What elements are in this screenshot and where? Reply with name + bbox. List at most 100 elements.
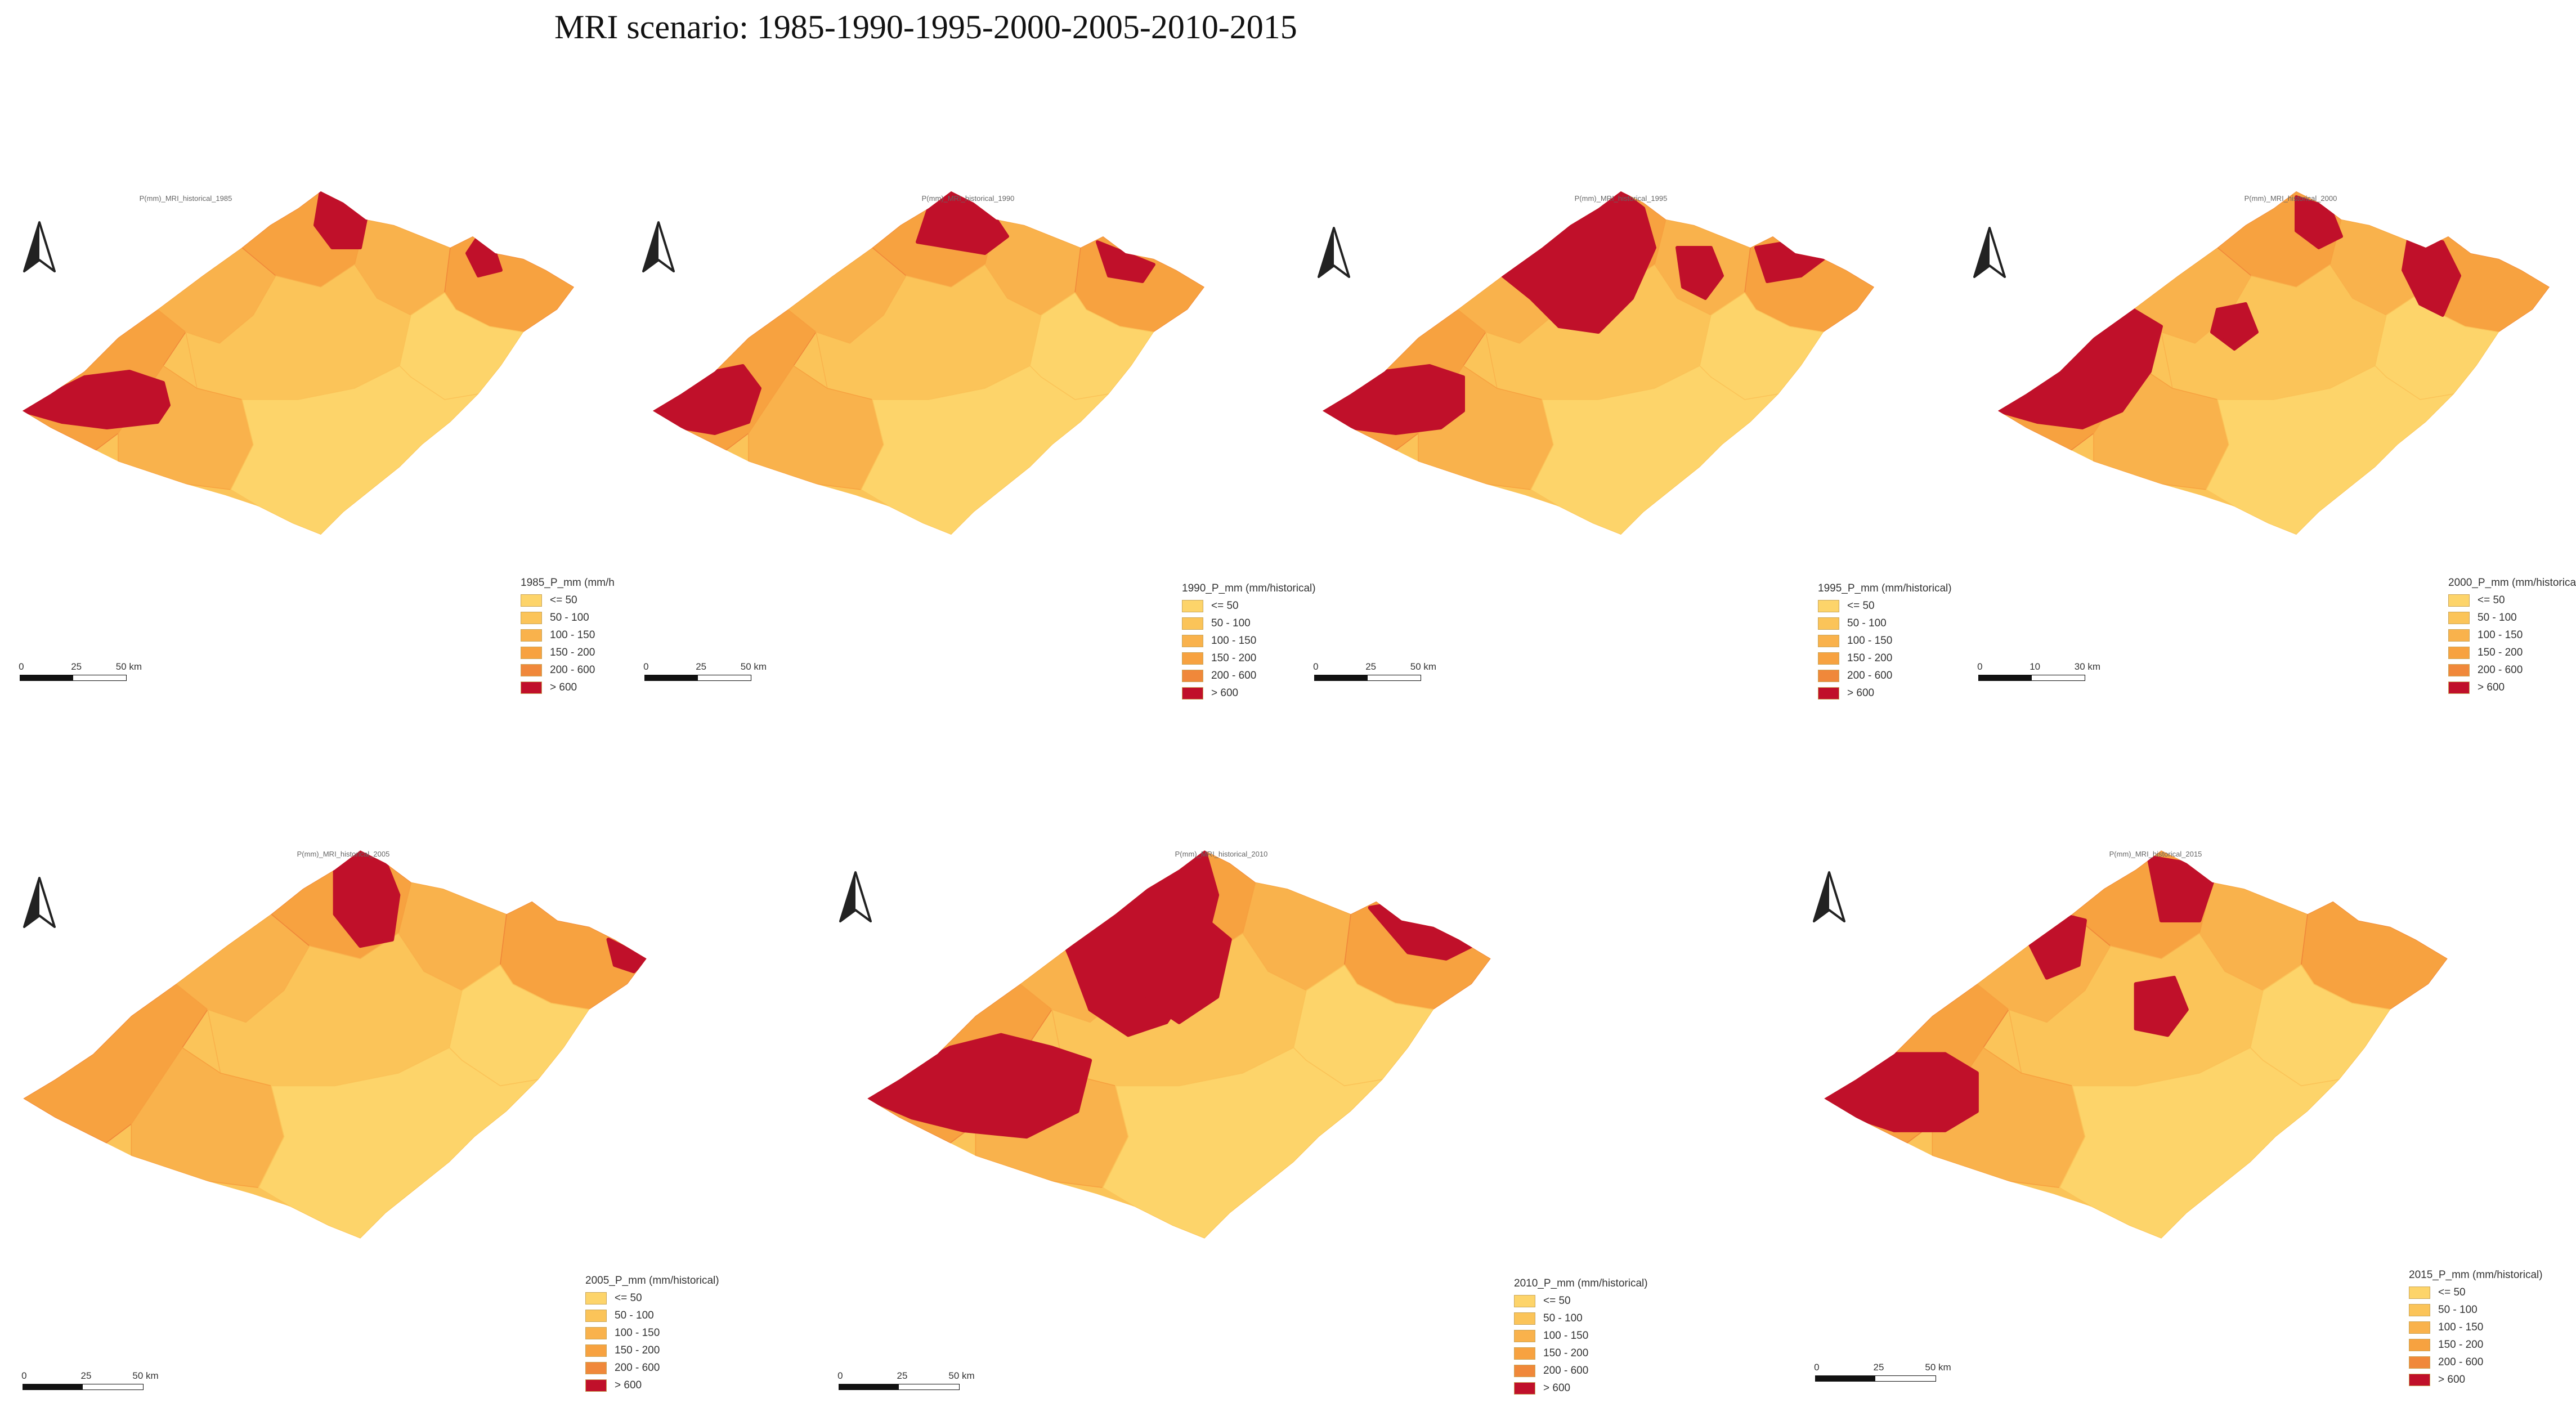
high-precipitation-zone [1824, 1052, 1979, 1132]
map-legend: 2005_P_mm (mm/historical) <= 50 50 - 100 10… [585, 1275, 719, 1394]
legend-swatch [521, 681, 542, 694]
legend-label: 150 - 200 [2478, 646, 2523, 658]
scale-bar-graphic [20, 675, 127, 681]
scale-bar-label: 25 [1873, 1362, 1884, 1373]
legend-item: > 600 [521, 679, 615, 696]
scale-bar-label: 0 [643, 661, 649, 672]
legend-swatch [585, 1309, 607, 1322]
scale-bar-label: 0 [837, 1370, 843, 1381]
legend-label: 100 - 150 [550, 629, 595, 641]
map-legend: 1985_P_mm (mm/h <= 50 50 - 100 100 - 150 150… [521, 577, 615, 696]
legend-swatch [2448, 681, 2470, 694]
legend-label: <= 50 [1211, 599, 1239, 612]
high-precipitation-zone [1096, 240, 1155, 283]
scale-bar-graphic [1314, 675, 1421, 681]
high-precipitation-zone [653, 364, 761, 435]
legend-header: 2015_P_mm (mm/historical) [2409, 1269, 2543, 1281]
legend-label: > 600 [2478, 681, 2505, 693]
map-panel [17, 844, 653, 1239]
legend-swatch [521, 611, 542, 624]
high-precipitation-zone [1501, 191, 1656, 334]
legend-item: 200 - 600 [1182, 667, 1316, 684]
legend-item: <= 50 [1182, 597, 1316, 615]
precipitation-map [1323, 191, 1874, 535]
map-panel [1992, 186, 2555, 535]
high-precipitation-zone [1139, 906, 1232, 1024]
legend-swatch [2448, 664, 2470, 676]
legend-label: <= 50 [2438, 1286, 2466, 1298]
legend-item: 150 - 200 [1182, 649, 1316, 667]
scale-bar-label: 30 km [2074, 661, 2101, 672]
legend-swatch [1514, 1347, 1535, 1360]
legend-label: 200 - 600 [1847, 669, 1893, 682]
legend-label: 100 - 150 [615, 1326, 660, 1339]
legend-swatch [1818, 599, 1839, 612]
legend-item: 50 - 100 [585, 1307, 719, 1324]
legend-swatch [1818, 617, 1839, 630]
legend-item: 100 - 150 [2409, 1319, 2543, 1336]
legend-item: <= 50 [2409, 1284, 2543, 1301]
legend-swatch [1182, 617, 1203, 630]
scale-bar-label: 50 km [1410, 661, 1437, 672]
legend-item: 50 - 100 [1182, 615, 1316, 632]
legend-label: 50 - 100 [1211, 617, 1251, 629]
legend-label: 200 - 600 [615, 1361, 660, 1374]
legend-header: 2000_P_mm (mm/historical) [2448, 577, 2576, 589]
legend-label: 100 - 150 [1211, 634, 1257, 647]
scale-bar-label: 0 [19, 661, 24, 672]
legend-label: 150 - 200 [550, 646, 595, 658]
panel-title: P(mm)_MRI_historical_1990 [921, 194, 1015, 203]
scale-bar-graphic [644, 675, 751, 681]
legend-item: 200 - 600 [1514, 1362, 1648, 1379]
legend-swatch [2409, 1338, 2430, 1351]
legend-label: 100 - 150 [2438, 1321, 2484, 1333]
legend-swatch [1514, 1364, 1535, 1377]
map-legend: 1995_P_mm (mm/historical) <= 50 50 - 100 10… [1818, 582, 1952, 702]
legend-swatch [2448, 646, 2470, 659]
north-arrow-icon [23, 877, 56, 928]
scale-bar: 0 25 50 km [19, 661, 142, 681]
scale-bar-label: 0 [21, 1370, 27, 1381]
legend-label: 150 - 200 [2438, 1338, 2484, 1351]
precipitation-zone [2206, 365, 2456, 535]
legend-label: 150 - 200 [1543, 1347, 1589, 1359]
legend-swatch [2448, 629, 2470, 642]
legend-label: 100 - 150 [1543, 1329, 1589, 1342]
high-precipitation-zone [606, 938, 647, 974]
scale-bar-label: 50 km [948, 1370, 975, 1381]
legend-swatch [2409, 1356, 2430, 1369]
legend-swatch [1818, 669, 1839, 682]
legend-label: 150 - 200 [1211, 652, 1257, 664]
figure-title: MRI scenario: 1985-1990-1995-2000-2005-2… [554, 8, 1297, 46]
legend-header: 1985_P_mm (mm/h [521, 577, 615, 589]
legend-item: 150 - 200 [2448, 644, 2576, 661]
scale-bar-label: 0 [1814, 1362, 1820, 1373]
legend-item: 50 - 100 [2448, 609, 2576, 626]
legend-label: <= 50 [1847, 599, 1875, 612]
legend-item: 200 - 600 [521, 661, 615, 679]
legend-swatch [1182, 652, 1203, 665]
legend-header: 2010_P_mm (mm/historical) [1514, 1277, 1648, 1289]
legend-swatch [2448, 611, 2470, 624]
scale-bar-label: 25 [80, 1370, 92, 1381]
map-panel [1317, 186, 1880, 535]
legend-label: 200 - 600 [1211, 669, 1257, 682]
legend-item: <= 50 [2448, 591, 2576, 609]
high-precipitation-zone [2402, 235, 2461, 317]
legend-label: 100 - 150 [1847, 634, 1893, 647]
panel-title: P(mm)_MRI_historical_2000 [2244, 194, 2337, 203]
legend-item: 200 - 600 [2448, 661, 2576, 679]
legend-item: > 600 [1818, 684, 1952, 702]
map-legend: 1990_P_mm (mm/historical) <= 50 50 - 100 10… [1182, 582, 1316, 702]
panel-title: P(mm)_MRI_historical_1985 [139, 194, 232, 203]
legend-label: > 600 [550, 681, 577, 693]
legend-item: <= 50 [521, 591, 615, 609]
legend-item: 150 - 200 [1818, 649, 1952, 667]
legend-label: 150 - 200 [1847, 652, 1893, 664]
high-precipitation-zone [2147, 855, 2214, 922]
legend-label: 50 - 100 [2478, 611, 2517, 624]
legend-swatch [1514, 1294, 1535, 1307]
legend-item: 100 - 150 [585, 1324, 719, 1342]
legend-item: > 600 [1182, 684, 1316, 702]
legend-label: 100 - 150 [2478, 629, 2523, 641]
